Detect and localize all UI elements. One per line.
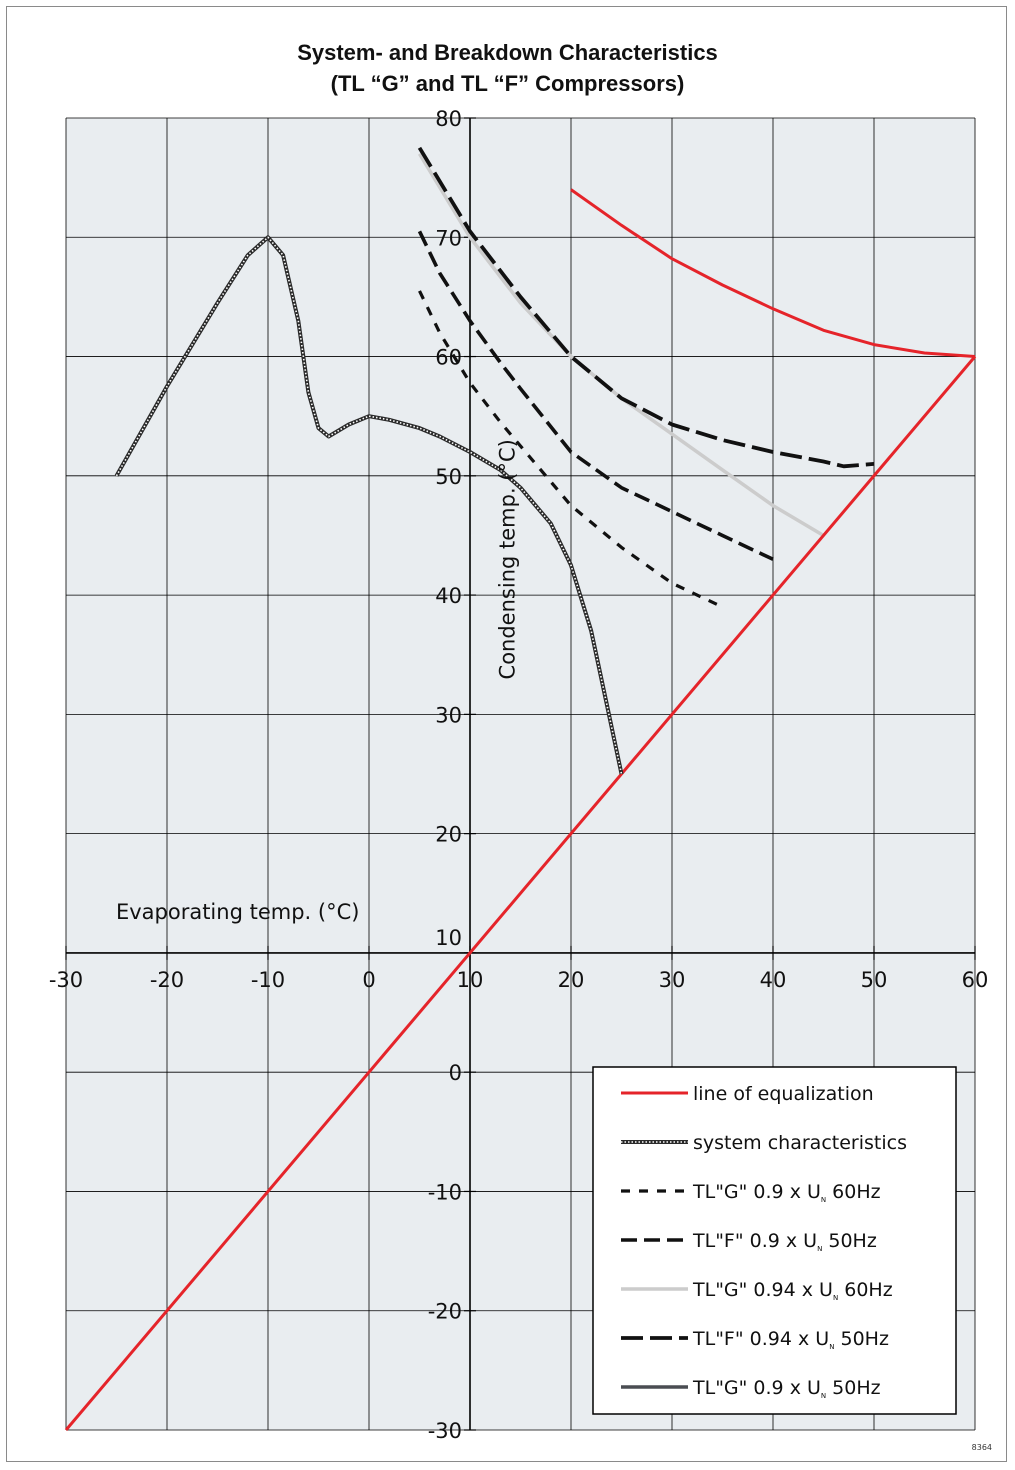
y-tick-label: -10 bbox=[428, 1180, 462, 1204]
figure-number: 8364 bbox=[972, 1443, 992, 1452]
series-line-tl-g-0-9-x-u-n-60hz bbox=[418, 290, 724, 609]
legend-label: line of equalization bbox=[693, 1083, 874, 1105]
x-axis-label: Evaporating temp. (°C) bbox=[116, 900, 359, 924]
y-tick-label: 30 bbox=[435, 703, 462, 727]
x-tick-label: 10 bbox=[457, 968, 484, 992]
series-line-tl-f-0-94-x-u-n-50hz bbox=[417, 146, 875, 469]
y-tick-label: -20 bbox=[428, 1300, 462, 1324]
series-line-tl-f-0-9-x-u-n-50hz bbox=[417, 230, 774, 561]
series-line-line-of-equalization bbox=[64, 355, 977, 1431]
y-tick-label: 40 bbox=[435, 584, 462, 608]
x-tick-label: 20 bbox=[558, 968, 585, 992]
legend-label: TL"G" 0.9 x UN 60Hz bbox=[692, 1181, 881, 1204]
y-tick-label: 80 bbox=[435, 107, 462, 131]
x-tick-label: 40 bbox=[760, 968, 787, 992]
y-tick-label: 20 bbox=[435, 823, 462, 847]
x-tick-label: -20 bbox=[150, 968, 184, 992]
x-tick-label: 30 bbox=[659, 968, 686, 992]
axes: -30 -20 -10 0 10 20 30 40 50 60 -30 -20 -10 0 10 20 30 40… bbox=[49, 107, 989, 1443]
y-axis-label: Condensing temp. (°C) bbox=[495, 439, 519, 679]
x-tick-label: 50 bbox=[861, 968, 888, 992]
y-tick-label: 50 bbox=[435, 465, 462, 489]
x-tick-label: -10 bbox=[251, 968, 285, 992]
series-group bbox=[64, 146, 977, 1431]
x-tick-label: -30 bbox=[49, 968, 83, 992]
y-tick-label: 10 bbox=[435, 926, 462, 950]
y-tick-label: 0 bbox=[449, 1061, 462, 1085]
legend-label: system characteristics bbox=[693, 1132, 907, 1154]
chart-title: System- and Breakdown Characteristics bbox=[297, 40, 718, 65]
x-tick-label: 60 bbox=[962, 968, 989, 992]
series-line-system-characteristics bbox=[115, 236, 623, 775]
legend-label: TL"G" 0.94 x UN 60Hz bbox=[692, 1279, 893, 1302]
x-tick-label: 0 bbox=[362, 968, 375, 992]
legend: line of equalization system characteristi… bbox=[592, 1066, 957, 1415]
legend-label: TL"G" 0.9 x UN 50Hz bbox=[692, 1377, 881, 1400]
y-tick-label: -30 bbox=[428, 1419, 462, 1443]
series-line-line-of-equalization bbox=[570, 188, 976, 358]
chart-subtitle: (TL “G” and TL “F” Compressors) bbox=[330, 71, 685, 96]
legend-label: TL"F" 0.9 x UN 50Hz bbox=[692, 1230, 877, 1253]
y-tick-label: 70 bbox=[435, 226, 462, 250]
y-tick-label: 60 bbox=[435, 346, 462, 370]
legend-label: TL"F" 0.94 x UN 50Hz bbox=[692, 1328, 889, 1351]
